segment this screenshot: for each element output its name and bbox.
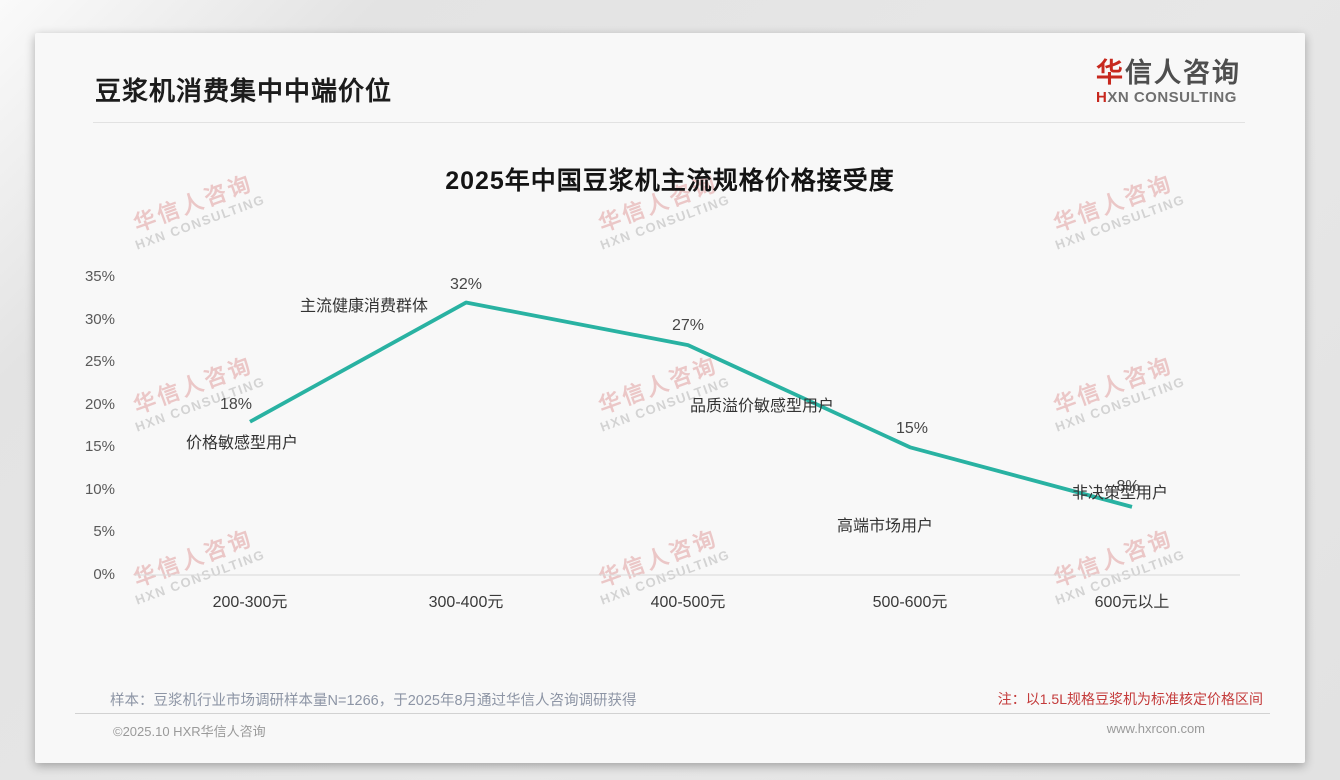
segment-annotation: 高端市场用户 [836, 518, 934, 535]
sample-note: 样本：豆浆机行业市场调研样本量N=1266，于2025年8月通过华信人咨询调研获… [110, 693, 637, 709]
brand-logo: 华信人咨询 HXN CONSULTING [1096, 57, 1241, 107]
brand-logo-chinese: 华信人咨询 [1096, 57, 1241, 89]
segment-annotation: 价格敏感型用户 [185, 435, 299, 452]
y-tick-label: 30% [84, 310, 115, 328]
footer-copyright: ©2025.10 HXR华信人咨询 [113, 724, 266, 739]
x-axis-label: 500-600元 [872, 594, 948, 611]
x-axis-label: 300-400元 [428, 594, 504, 611]
segment-annotation: 非决策型用户 [1071, 485, 1169, 502]
y-tick-label: 20% [84, 395, 115, 413]
title-divider [93, 122, 1245, 123]
y-tick-label: 5% [93, 523, 115, 541]
chart-canvas [135, 300, 1240, 576]
brand-logo-english-accent: H [1096, 89, 1108, 106]
x-axis-label: 400-500元 [650, 594, 726, 611]
y-tick-label: 10% [84, 480, 115, 498]
page-title: 豆浆机消费集中中端价位 [95, 76, 393, 106]
acceptance-line-series [249, 300, 1133, 509]
data-point-value: 32% [449, 275, 483, 293]
slide-card: 华信人咨询 HXN CONSULTING 华信人咨询 HXN CONSULTING 华信… [35, 33, 1305, 763]
footer-website: www.hxrcon.com [1106, 721, 1205, 736]
line-chart: 0% 5% 10% 15% 20% 25% 30% 35% 200-300元 300-400元 40… [35, 33, 1305, 763]
data-point-value: 15% [895, 420, 929, 438]
data-point-value: 27% [671, 317, 705, 335]
data-point-value: 8% [1116, 477, 1140, 495]
y-tick-label: 15% [84, 438, 115, 456]
x-axis-label: 600元以上 [1094, 594, 1170, 611]
price-note: 注：以1.5L规格豆浆机为标准核定价格区间 [997, 691, 1263, 707]
chart-labels-layer: 0% 5% 10% 15% 20% 25% 30% 35% 200-300元 300-400元 40… [35, 33, 1305, 763]
x-axis-label: 200-300元 [212, 594, 288, 611]
y-tick-label: 35% [84, 268, 115, 285]
y-tick-label: 25% [84, 353, 115, 371]
brand-logo-english: HXN CONSULTING [1096, 89, 1241, 107]
brand-logo-english-rest: XN CONSULTING [1107, 89, 1237, 106]
segment-annotation: 主流健康消费群体 [299, 298, 429, 315]
segment-annotation: 品质溢价敏感型用户 [689, 398, 835, 415]
data-point-value: 18% [219, 395, 253, 413]
brand-logo-accent-char: 华 [1096, 58, 1125, 88]
footer-divider [75, 713, 1270, 714]
brand-logo-chinese-rest: 信人咨询 [1125, 58, 1241, 88]
y-tick-label: 0% [93, 566, 115, 583]
chart-title: 2025年中国豆浆机主流规格价格接受度 [445, 167, 895, 195]
